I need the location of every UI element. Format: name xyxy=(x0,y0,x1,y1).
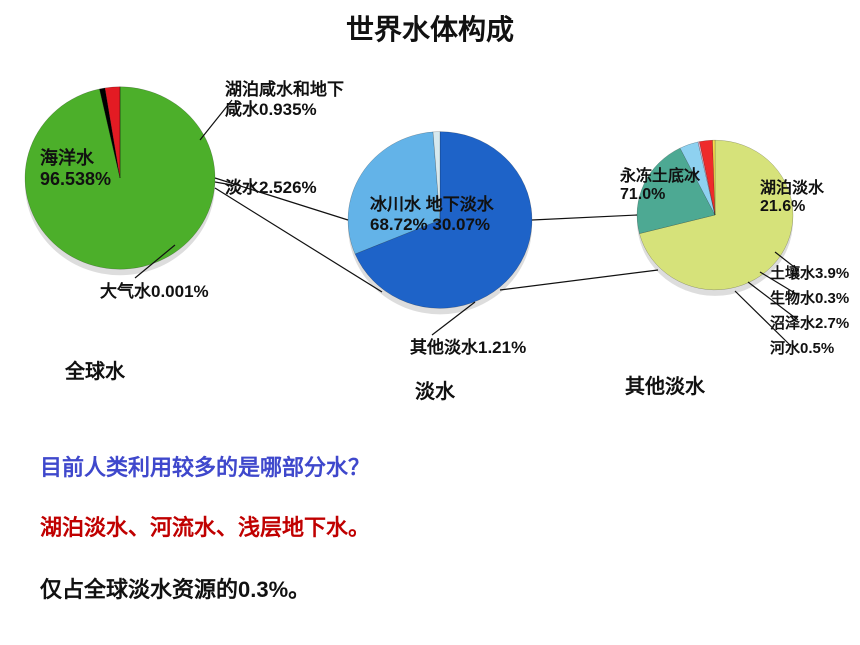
chart-label: 冰川水 地下淡水68.72% 30.07% xyxy=(370,195,494,234)
chart-label: 河水0.5% xyxy=(770,340,834,357)
chart-label: 大气水0.001% xyxy=(100,282,209,302)
chart-label: 土壤水3.9% xyxy=(770,265,849,282)
chart-label: 其他淡水1.21% xyxy=(410,338,526,358)
chart-label: 湖泊淡水21.6% xyxy=(760,180,824,217)
chart-label: 海洋水96.538% xyxy=(40,148,111,189)
chart-label: 淡水2.526% xyxy=(225,178,317,198)
answer-line-2: 仅占全球淡水资源的0.3%。 xyxy=(40,572,310,604)
answer-line-1: 湖泊淡水、河流水、浅层地下水。 xyxy=(40,510,370,542)
chart-label: 沼泽水2.7% xyxy=(770,315,849,332)
question-text: 目前人类利用较多的是哪部分水？ xyxy=(40,450,370,482)
chart-label: 湖泊咸水和地下咸水0.935% xyxy=(225,80,344,119)
pie-caption: 全球水 xyxy=(65,355,125,384)
water-composition-chart: 世界水体构成 海洋水96.538%湖泊咸水和地下咸水0.935%淡水2.526%… xyxy=(0,0,860,430)
pie-caption: 其他淡水 xyxy=(625,370,705,399)
pie-caption: 淡水 xyxy=(415,375,455,404)
chart-label: 永冻土底冰71.0% xyxy=(620,168,700,205)
chart-label: 生物水0.3% xyxy=(770,290,849,307)
